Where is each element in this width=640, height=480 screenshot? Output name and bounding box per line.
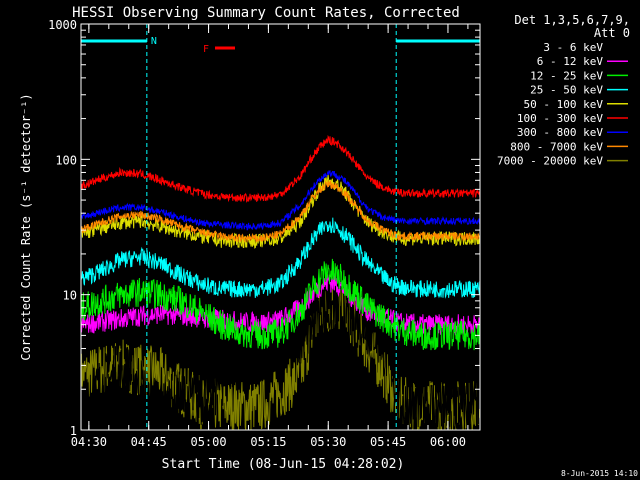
legend-header-line-1: Det 1,3,5,6,7,9, bbox=[514, 13, 630, 27]
x-tick-label: 05:30 bbox=[310, 435, 346, 449]
chart-title: HESSI Observing Summary Count Rates, Cor… bbox=[72, 5, 460, 21]
night-overlay: NF bbox=[81, 24, 480, 430]
series-line-100-300-kev bbox=[81, 134, 480, 203]
series-line-25-50-kev bbox=[81, 217, 480, 299]
series-line-7000-20000-kev bbox=[81, 284, 480, 430]
x-tick-label: 04:30 bbox=[71, 435, 107, 449]
plot-area bbox=[81, 134, 480, 430]
flare-marker: F bbox=[203, 44, 209, 55]
series-line-12-25-kev bbox=[81, 258, 480, 351]
series-line-300-800-kev bbox=[81, 170, 480, 231]
y-axis-label: Corrected Count Rate (s⁻¹ detector⁻¹) bbox=[19, 93, 33, 360]
x-tick-label: 05:00 bbox=[190, 435, 226, 449]
footer-date: 8-Jun-2015 14:10 bbox=[561, 469, 638, 478]
legend-label: 50 - 100 keV bbox=[524, 98, 604, 111]
legend-label: 100 - 300 keV bbox=[517, 112, 603, 125]
x-tick-label: 06:00 bbox=[430, 435, 466, 449]
night-marker: N bbox=[151, 36, 157, 47]
axes: 1 10 100 1000 04:30 04:45 05:00 05:15 05:30 05:45… bbox=[48, 18, 480, 449]
legend-label: 12 - 25 keV bbox=[530, 69, 603, 82]
x-tick-label: 05:15 bbox=[250, 435, 286, 449]
legend-label: 300 - 800 keV bbox=[517, 126, 603, 139]
series-line-800-7000-kev bbox=[81, 180, 480, 243]
legend-label: 7000 - 20000 keV bbox=[497, 155, 603, 168]
x-axis-label: Start Time (08-Jun-15 04:28:02) bbox=[162, 457, 405, 472]
legend-label: 25 - 50 keV bbox=[530, 84, 603, 97]
legend-label: 6 - 12 keV bbox=[537, 55, 604, 68]
y-tick-label: 1 bbox=[70, 424, 77, 438]
x-tick-label: 04:45 bbox=[131, 435, 167, 449]
y-tick-label: 1000 bbox=[48, 18, 77, 32]
legend-header-line-2: Att 0 bbox=[594, 26, 630, 40]
legend-label: 800 - 7000 keV bbox=[510, 140, 603, 153]
plot-frame bbox=[80, 23, 481, 431]
x-tick-label: 05:45 bbox=[370, 435, 406, 449]
y-tick-label: 10 bbox=[63, 289, 77, 303]
y-tick-label: 100 bbox=[55, 153, 77, 167]
legend-label: 3 - 6 keV bbox=[543, 41, 603, 54]
